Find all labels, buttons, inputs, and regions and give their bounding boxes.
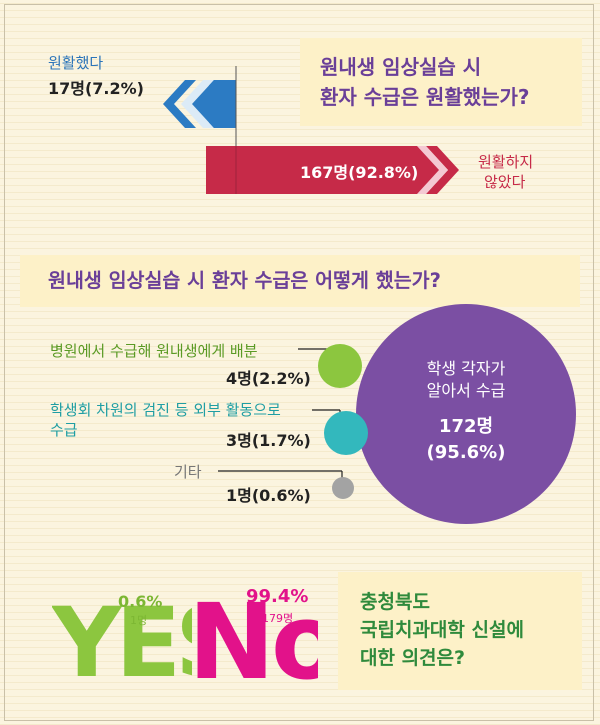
section3-title-line1: 충청북도 [360, 591, 430, 613]
yes-count: 1명 [130, 614, 148, 627]
no-count: 179명 [262, 612, 294, 625]
item2-label: 학생회 차원의 검진 등 외부 활동으로 수급 [50, 400, 281, 440]
item1-label: 병원에서 수급해 원내생에게 배분 [50, 342, 258, 360]
section3-title: 충청북도 국립치과대학 신설에 대한 의견은? [338, 572, 582, 690]
main-label: 학생 각자가 알아서 수급 [376, 358, 556, 402]
section1-title-line2: 환자 수급은 원활했는가? [320, 85, 530, 109]
section3-title-line2: 국립치과대학 신설에 [360, 619, 524, 641]
main-value-1: 172명 [438, 416, 494, 437]
no-value: 167명(92.8%) [300, 163, 419, 182]
item3-value: 1명(0.6%) [226, 486, 311, 505]
section1-title-line1: 원내생 임상실습 시 [320, 55, 482, 79]
no-label: 원활하지 않았다 [478, 152, 533, 192]
section1-title: 원내생 임상실습 시 환자 수급은 원활했는가? [300, 38, 582, 126]
bar-yes [163, 80, 236, 128]
bubble-item1 [318, 344, 362, 388]
section2-title: 원내생 임상실습 시 환자 수급은 어떻게 했는가? [20, 255, 580, 307]
main-value: 172명 (95.6%) [376, 414, 556, 466]
section3-title-line3: 대한 의견은? [360, 647, 466, 669]
no-pct: 99.4% [246, 586, 309, 607]
main-label-line1: 학생 각자가 [426, 359, 506, 378]
item2-label-line1: 학생회 차원의 검진 등 외부 활동으로 [50, 401, 281, 419]
bubble-item2 [324, 411, 368, 455]
main-value-2: (95.6%) [426, 442, 506, 463]
yes-label: 원활했다 [48, 54, 104, 72]
item2-label-line2: 수급 [50, 421, 78, 439]
item1-value: 4명(2.2%) [226, 369, 311, 388]
item3-label: 기타 [174, 463, 202, 481]
item2-value: 3명(1.7%) [226, 431, 311, 450]
infographic-frame [4, 4, 594, 721]
yes-pct: 0.6% [118, 592, 163, 611]
no-label-line1: 원활하지 [478, 153, 534, 171]
no-label-line2: 않았다 [484, 173, 526, 191]
yes-value: 17명(7.2%) [48, 79, 144, 98]
bubble-item3 [332, 477, 354, 499]
main-label-line2: 알아서 수급 [426, 381, 506, 400]
bubble-main [356, 304, 576, 524]
bar-no [206, 146, 459, 194]
